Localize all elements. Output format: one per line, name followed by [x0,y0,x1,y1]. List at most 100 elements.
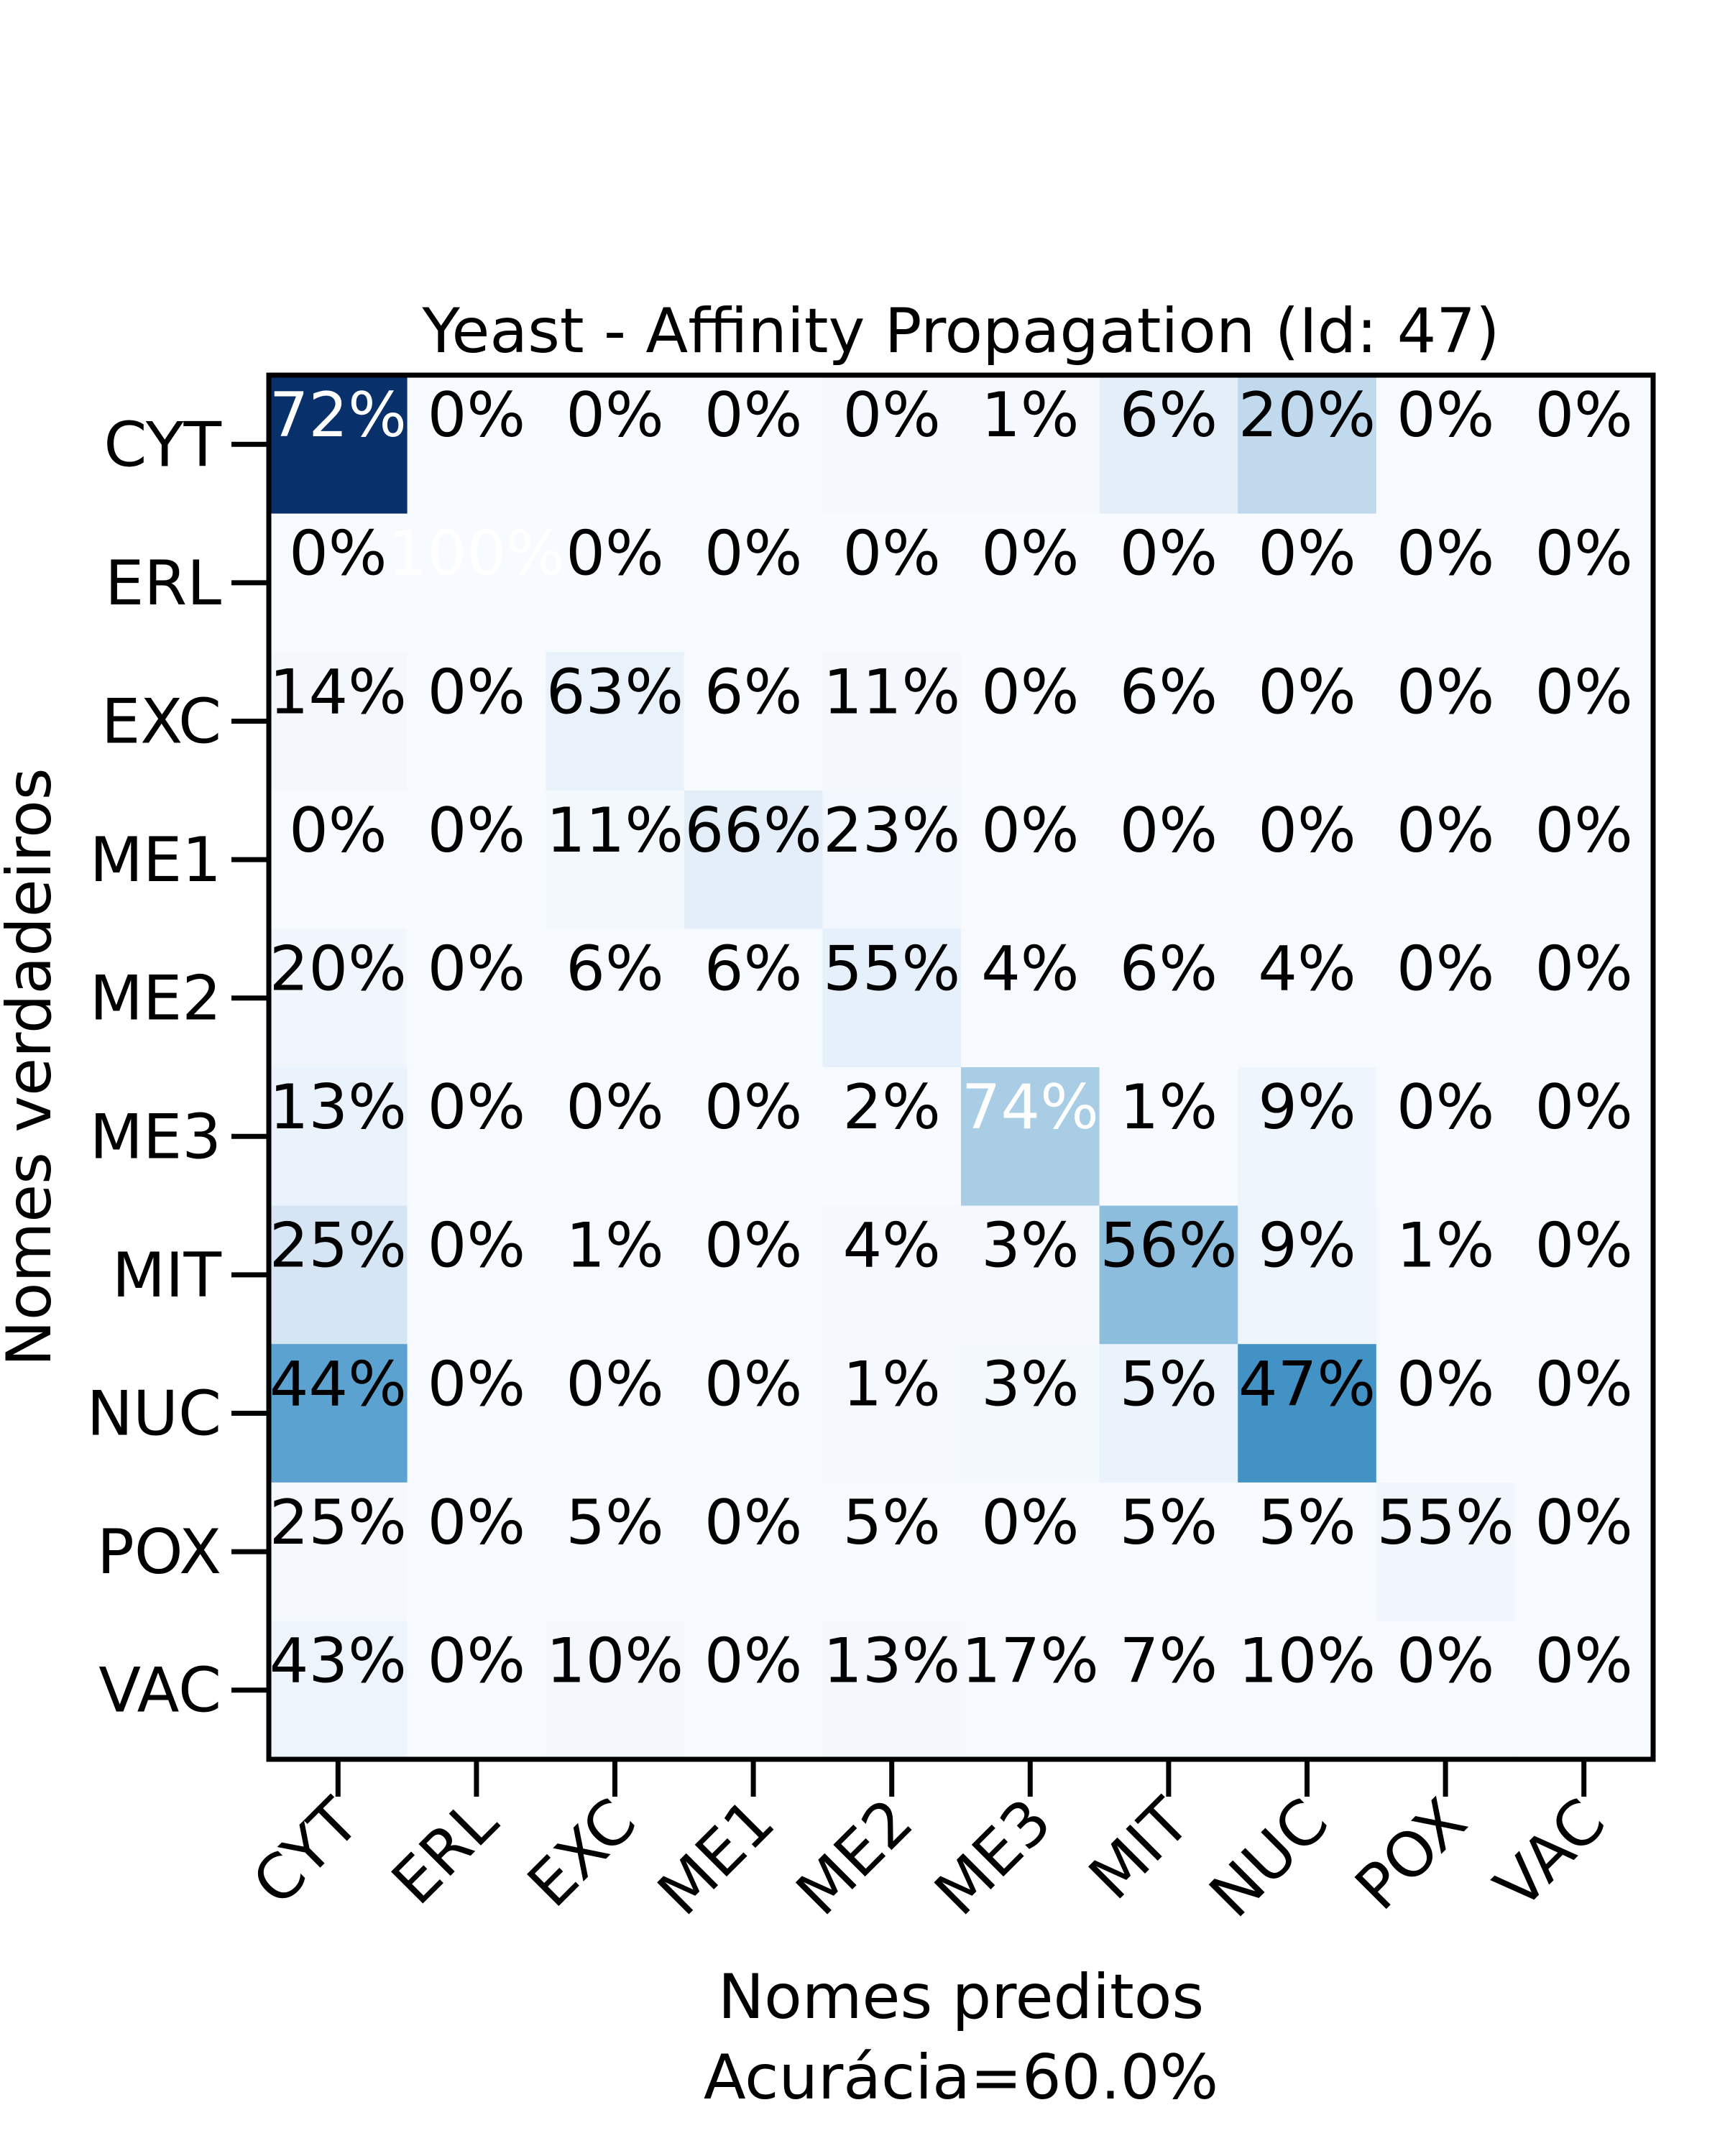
heatmap-cell-CYT-ME2 [822,375,962,515]
cell-label-MIT-EXC: 1% [566,1210,663,1282]
cell-label-ME2-VAC: 0% [1535,933,1632,1005]
cell-label-CYT-ME3: 1% [981,379,1079,451]
y-tick-label-NUC: NUC [87,1378,221,1450]
y-tick-label-ERL: ERL [105,548,221,619]
cell-label-EXC-CYT: 14% [270,656,407,728]
cell-label-EXC-MIT: 6% [1120,656,1218,728]
heatmap-cell-ME3-POX [1376,1067,1515,1207]
cell-label-ME2-ME1: 6% [704,933,802,1005]
cell-label-ME1-VAC: 0% [1535,795,1632,867]
heatmap-cell-ME3-NUC [1238,1067,1377,1207]
cell-label-CYT-MIT: 6% [1120,379,1218,451]
heatmap-cell-ME2-ME1 [684,929,823,1068]
cell-label-EXC-ME1: 6% [704,656,802,728]
cell-label-POX-ME3: 0% [981,1487,1079,1559]
cell-label-CYT-EXC: 0% [566,379,663,451]
x-tick-label-ME1: ME1 [645,1785,788,1929]
y-tick-label-EXC: EXC [101,686,221,758]
cell-label-NUC-POX: 0% [1397,1348,1494,1420]
heatmap-cell-ERL-NUC [1238,513,1377,653]
heatmap-cell-ERL-ME2 [822,513,962,653]
heatmap-cell-VAC-EXC [546,1621,685,1760]
cell-label-ME3-VAC: 0% [1535,1072,1632,1143]
cell-label-POX-NUC: 5% [1258,1487,1356,1559]
cell-label-NUC-ME3: 3% [981,1348,1079,1420]
cell-label-ERL-CYT: 0% [289,518,387,590]
cell-label-NUC-NUC: 47% [1238,1348,1376,1420]
cell-label-EXC-VAC: 0% [1535,656,1632,728]
heatmap-cell-NUC-ME2 [822,1344,962,1483]
x-tick-label-VAC: VAC [1481,1785,1619,1922]
cell-label-CYT-POX: 0% [1397,379,1494,451]
heatmap-cell-EXC-ERL [407,652,546,791]
heatmap-cell-MIT-VAC [1514,1205,1654,1345]
y-tick-label-POX: POX [97,1516,221,1588]
cell-label-ME2-MIT: 6% [1120,933,1218,1005]
heatmap-cell-MIT-ME2 [822,1205,962,1345]
x-tick-label-EXC: EXC [515,1785,650,1921]
heatmap-cell-MIT-ERL [407,1205,546,1345]
heatmap-cell-ME1-ERL [407,790,546,929]
heatmap-cell-NUC-CYT [269,1344,408,1483]
cell-label-POX-EXC: 5% [566,1487,663,1559]
cell-label-ME2-POX: 0% [1397,933,1494,1005]
heatmap-cell-ME3-ERL [407,1067,546,1207]
heatmap-cell-ME1-EXC [546,790,685,929]
cell-label-MIT-CYT: 25% [270,1210,407,1282]
cell-label-VAC-ME1: 0% [704,1625,802,1697]
heatmap-cell-CYT-EXC [546,375,685,515]
heatmap-cell-VAC-NUC [1238,1621,1377,1760]
cell-label-ERL-ME3: 0% [981,518,1079,590]
heatmap-cell-CYT-NUC [1238,375,1377,515]
y-tick-label-ME2: ME2 [90,963,221,1035]
heatmap-cell-ERL-ERL [407,513,546,653]
heatmap-cell-VAC-MIT [1099,1621,1238,1760]
cell-label-ME1-ME1: 66% [685,795,822,867]
x-axis-label: Nomes preditos [718,1961,1204,2033]
heatmap-cell-POX-VAC [1514,1482,1654,1621]
plot-frame [266,372,1656,1762]
heatmap-cell-NUC-ERL [407,1344,546,1483]
y-axis-ticks: CYT ERL EXC ME1 ME2 ME3 MIT NUC POX VAC [87,409,269,1727]
y-tick-label-VAC: VAC [98,1655,221,1727]
cell-label-ME1-CYT: 0% [289,795,387,867]
cell-label-POX-VAC: 0% [1535,1487,1632,1559]
heatmap-cell-ME2-NUC [1238,929,1377,1068]
cell-label-VAC-EXC: 10% [546,1625,684,1697]
x-tick-label-ME2: ME2 [783,1785,926,1929]
cell-label-EXC-ME2: 11% [823,656,960,728]
cell-label-ME1-MIT: 0% [1120,795,1218,867]
y-tick-label-ME1: ME1 [90,824,221,896]
heatmap-cells [269,375,1654,1760]
x-tick-label-CYT: CYT [239,1785,374,1920]
cell-label-NUC-ME1: 0% [704,1348,802,1420]
cell-label-CYT-ME2: 0% [842,379,940,451]
heatmap-cell-MIT-POX [1376,1205,1515,1345]
heatmap-cell-ME2-ME3 [961,929,1100,1068]
heatmap-cell-POX-EXC [546,1482,685,1621]
heatmap-cell-ME2-MIT [1099,929,1238,1068]
cell-label-ME1-NUC: 0% [1258,795,1356,867]
heatmap-cell-EXC-NUC [1238,652,1377,791]
heatmap-cell-VAC-ME2 [822,1621,962,1760]
heatmap-cell-ME1-CYT [269,790,408,929]
heatmap-cell-ERL-ME1 [684,513,823,653]
heatmap-cell-CYT-MIT [1099,375,1238,515]
heatmap-cell-POX-ME2 [822,1482,962,1621]
heatmap-cell-ERL-POX [1376,513,1515,653]
cell-label-NUC-MIT: 5% [1120,1348,1218,1420]
heatmap-cell-CYT-ERL [407,375,546,515]
heatmap-cell-ERL-VAC [1514,513,1654,653]
x-tick-label-ERL: ERL [378,1785,511,1918]
heatmap-cell-MIT-NUC [1238,1205,1377,1345]
heatmap-cell-ERL-MIT [1099,513,1238,653]
cell-label-MIT-MIT: 56% [1100,1210,1237,1282]
x-tick-label-ME3: ME3 [921,1785,1065,1929]
heatmap-cell-ME1-NUC [1238,790,1377,929]
heatmap-cell-ERL-ME3 [961,513,1100,653]
cell-label-ME3-ERL: 0% [428,1072,525,1143]
heatmap-cell-ME2-ME2 [822,929,962,1068]
heatmap-cell-VAC-VAC [1514,1621,1654,1760]
accuracy-label: Acurácia=60.0% [704,2042,1218,2114]
cell-label-ME2-NUC: 4% [1258,933,1356,1005]
